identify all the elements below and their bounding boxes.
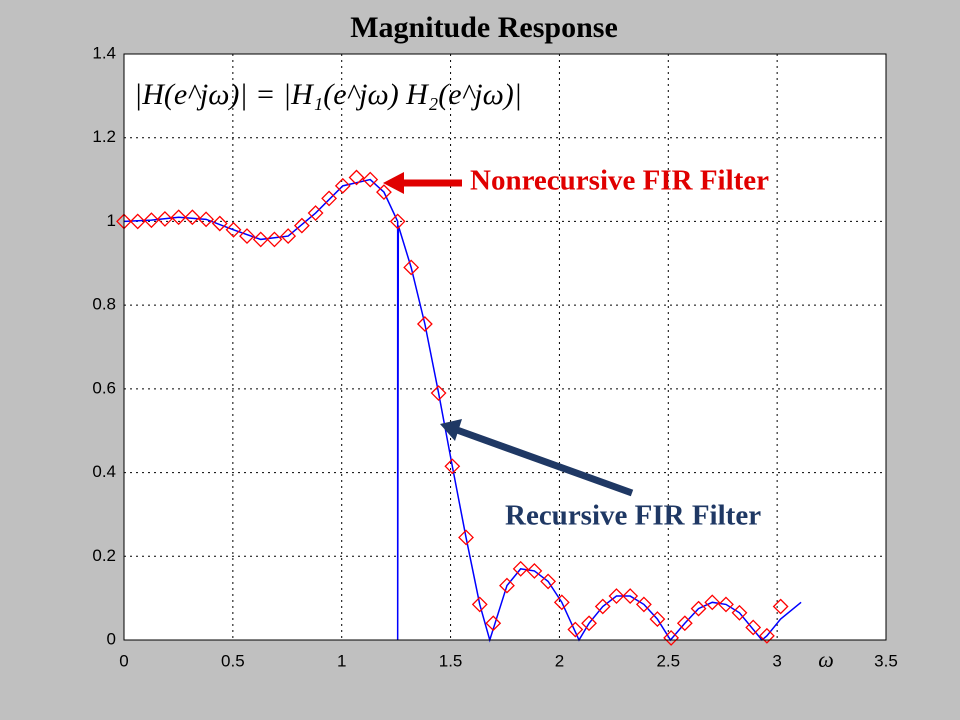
y-tick-label: 1.2 bbox=[92, 127, 116, 146]
chart-title: Magnitude Response bbox=[350, 11, 618, 44]
y-tick-label: 0.4 bbox=[92, 462, 116, 481]
x-tick-label: 1 bbox=[337, 651, 346, 670]
marker bbox=[471, 596, 488, 613]
y-tick-label: 0.2 bbox=[92, 546, 116, 565]
arrow-head bbox=[440, 419, 462, 441]
marker bbox=[718, 596, 734, 613]
marker bbox=[129, 213, 146, 230]
marker bbox=[608, 588, 625, 604]
marker bbox=[567, 621, 584, 638]
y-tick-label: 0 bbox=[107, 629, 116, 648]
marker bbox=[704, 594, 721, 611]
marker bbox=[348, 169, 365, 186]
annotation: Nonrecursive FIR Filter bbox=[470, 165, 769, 197]
marker bbox=[170, 209, 187, 226]
marker bbox=[553, 594, 570, 611]
x-tick-label: 3 bbox=[772, 651, 781, 670]
x-tick-label: 0.5 bbox=[221, 651, 245, 670]
x-axis-label: ω bbox=[818, 647, 834, 672]
marker bbox=[622, 588, 639, 604]
marker bbox=[403, 259, 420, 276]
marker bbox=[731, 604, 748, 621]
marker bbox=[594, 598, 611, 615]
marker bbox=[690, 600, 707, 617]
marker bbox=[540, 573, 557, 590]
marker bbox=[676, 615, 693, 632]
marker bbox=[239, 228, 255, 244]
marker bbox=[758, 627, 775, 644]
marker bbox=[252, 231, 269, 248]
arrow-shaft bbox=[455, 426, 634, 497]
marker bbox=[458, 529, 474, 546]
marker bbox=[198, 211, 214, 228]
marker bbox=[143, 212, 160, 229]
marker bbox=[293, 217, 310, 234]
formula: |H(e^jω)| = |H₁(e^jω) H₂(e^jω)| bbox=[134, 78, 522, 111]
marker bbox=[416, 316, 433, 332]
marker bbox=[280, 228, 297, 244]
marker bbox=[635, 596, 652, 613]
marker bbox=[321, 190, 338, 207]
marker bbox=[772, 598, 789, 615]
marker bbox=[376, 184, 392, 201]
marker bbox=[430, 385, 447, 401]
marker bbox=[526, 563, 543, 579]
y-tick-label: 1.4 bbox=[92, 43, 116, 62]
x-tick-label: 2 bbox=[555, 651, 564, 670]
marker bbox=[362, 171, 379, 188]
marker bbox=[499, 577, 515, 594]
marker bbox=[157, 210, 173, 227]
y-tick-label: 0.8 bbox=[92, 295, 116, 314]
x-tick-label: 2.5 bbox=[656, 651, 680, 670]
y-tick-label: 0.6 bbox=[92, 378, 116, 397]
marker bbox=[745, 619, 762, 636]
marker bbox=[307, 205, 324, 221]
marker bbox=[334, 177, 351, 194]
marker bbox=[485, 615, 502, 632]
line bbox=[123, 178, 802, 643]
marker bbox=[225, 221, 242, 238]
plot-area bbox=[124, 54, 886, 640]
marker bbox=[581, 615, 597, 632]
x-tick-label: 0 bbox=[119, 651, 128, 670]
marker bbox=[649, 611, 666, 627]
marker bbox=[444, 458, 461, 475]
marks bbox=[116, 169, 802, 646]
red-arrow bbox=[383, 172, 462, 194]
marker bbox=[512, 560, 529, 577]
x-tick-label: 3.5 bbox=[874, 651, 898, 670]
arrow-head bbox=[383, 172, 404, 194]
marker bbox=[389, 213, 406, 230]
marker bbox=[184, 209, 201, 226]
plot-border bbox=[123, 53, 887, 641]
blue-arrow bbox=[440, 419, 634, 497]
marker bbox=[663, 629, 680, 646]
marker bbox=[266, 231, 283, 248]
marker bbox=[211, 215, 228, 232]
annotation: Recursive FIR Filter bbox=[505, 500, 761, 532]
y-tick-label: 1 bbox=[107, 211, 116, 230]
x-tick-label: 1.5 bbox=[439, 651, 463, 670]
